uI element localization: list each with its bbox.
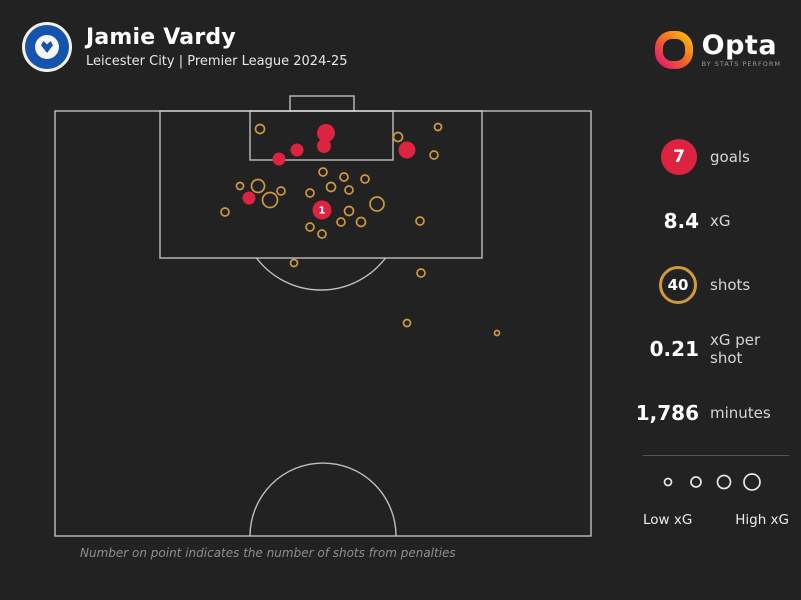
- shot-point: [220, 207, 230, 217]
- shot-point: [415, 216, 425, 226]
- shot-point: [369, 196, 385, 212]
- pitch-outline: [54, 110, 592, 537]
- footnote: Number on point indicates the number of …: [80, 546, 456, 560]
- minutes-value-box: 1,786: [636, 401, 699, 425]
- opta-ring-icon: [654, 31, 693, 69]
- shots-layer: 1: [220, 122, 501, 337]
- shots-badge: 40: [659, 266, 697, 304]
- penalty-count-label: 1: [319, 206, 326, 217]
- shot-point: [325, 181, 337, 193]
- goals-label: goals: [710, 148, 750, 166]
- shot-point: [416, 268, 426, 278]
- shot-point: [289, 258, 299, 268]
- stat-shots: 40 shots: [643, 253, 789, 317]
- legend-labels: Low xG High xG: [643, 512, 789, 528]
- goal-point: [242, 191, 256, 205]
- goal-point: [290, 143, 304, 157]
- shots-badge-box: 40: [643, 266, 699, 304]
- brand-text: Opta BY STATS PERFORM: [702, 32, 781, 68]
- xg-label: xG: [710, 212, 731, 230]
- xg-per-shot-label: xG per shot: [710, 331, 761, 367]
- shot-point: [360, 174, 370, 184]
- brand-tagline: BY STATS PERFORM: [701, 60, 781, 69]
- shot-point: [402, 318, 412, 328]
- xg-per-shot-value-box: 0.21: [643, 337, 699, 361]
- legend-low-label: Low xG: [643, 512, 693, 528]
- xg-value: 8.4: [663, 209, 699, 233]
- shot-point: [250, 178, 266, 194]
- shot-point: [392, 131, 404, 143]
- goal-point: [317, 124, 335, 142]
- page-subtitle: Leicester City | Premier League 2024-25: [86, 54, 348, 70]
- shot-point: [355, 216, 367, 228]
- goal-point: [272, 152, 286, 166]
- shot-point: [305, 188, 315, 198]
- goal-point: [312, 200, 332, 220]
- shot-point: [317, 229, 327, 239]
- goals-badge-box: 7: [643, 139, 699, 175]
- legend-size-circle: [663, 477, 673, 487]
- shot-point: [339, 172, 349, 182]
- shot-point: [276, 186, 286, 196]
- legend-divider: [643, 455, 789, 456]
- shot-point: [429, 150, 439, 160]
- minutes-label: minutes: [710, 404, 771, 422]
- header-text: Jamie Vardy Leicester City | Premier Lea…: [86, 25, 348, 69]
- shot-point: [305, 222, 315, 232]
- shot-point: [254, 123, 266, 135]
- shots-label: shots: [710, 276, 751, 294]
- stat-xg-per-shot: 0.21 xG per shot: [643, 317, 789, 381]
- stat-minutes: 1,786 minutes: [636, 381, 789, 445]
- stats-panel: 7 goals 8.4 xG 40 shots 0.21 xG per shot…: [636, 125, 789, 445]
- shot-point: [336, 217, 346, 227]
- legend-size-circle: [690, 476, 702, 488]
- shot-point: [433, 122, 443, 132]
- legend-high-label: High xG: [735, 512, 789, 528]
- stat-goals: 7 goals: [643, 125, 789, 189]
- shot-point: [493, 329, 501, 337]
- goal-frame: [289, 95, 355, 112]
- shot-point: [261, 191, 279, 209]
- xg-size-legend: [663, 473, 761, 491]
- stat-xg: 8.4 xG: [643, 189, 789, 253]
- brand-name: Opta: [701, 30, 778, 62]
- centre-circle: [249, 462, 397, 537]
- goal-point: [317, 139, 331, 153]
- leicester-city-crest-icon: [22, 22, 72, 72]
- xg-value-box: 8.4: [643, 209, 699, 233]
- xg-per-shot-value: 0.21: [649, 337, 699, 361]
- opta-logo: Opta BY STATS PERFORM: [652, 28, 781, 72]
- goal-point: [398, 141, 416, 159]
- header: Jamie Vardy Leicester City | Premier Lea…: [22, 22, 348, 72]
- goals-badge: 7: [661, 139, 697, 175]
- legend-size-circle: [743, 473, 761, 491]
- shot-point: [343, 205, 355, 217]
- page-title: Jamie Vardy: [86, 24, 236, 50]
- shot-point: [318, 167, 328, 177]
- penalty-arc: [255, 257, 387, 291]
- legend-size-circle: [716, 474, 732, 490]
- shot-point: [344, 185, 354, 195]
- shot-point: [235, 181, 245, 191]
- minutes-value: 1,786: [635, 401, 699, 425]
